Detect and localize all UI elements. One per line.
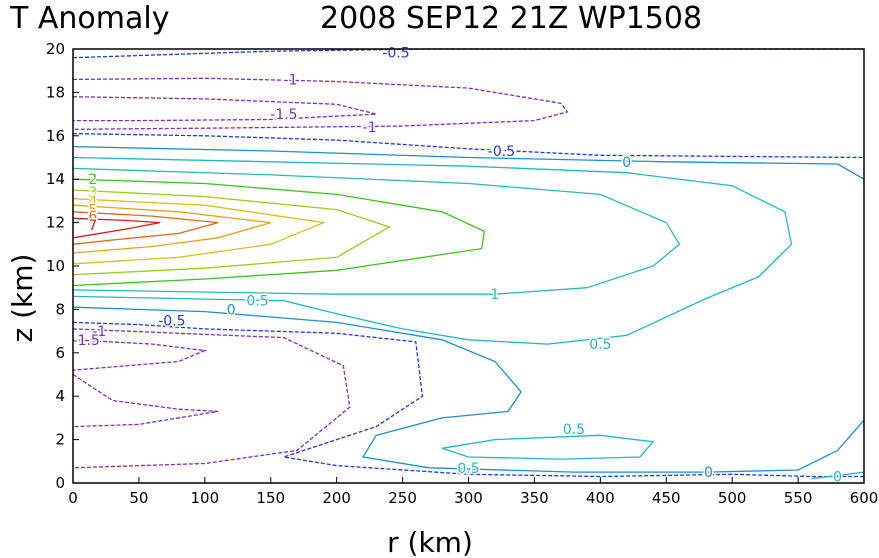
y-tick-label: 12 [46, 214, 65, 232]
y-tick-label: 0 [55, 474, 65, 492]
x-tick-label: 600 [850, 489, 879, 507]
y-tick-label: 10 [46, 257, 65, 275]
contour-line-4 [72, 198, 326, 265]
contour-label: 7 [88, 218, 97, 234]
plot-frame [72, 48, 865, 484]
contour-line-neg1 [72, 328, 351, 469]
contour-label: 0.5 [589, 337, 611, 353]
x-tick-label: 550 [784, 489, 813, 507]
contour-line-5 [72, 204, 271, 254]
y-tick-label: 18 [46, 83, 65, 101]
contour-label: 0.5 [457, 461, 479, 477]
x-tick-label: 300 [454, 489, 483, 507]
contour-line-neg0p5 [72, 48, 864, 59]
contour-line-0p5 [72, 156, 793, 345]
contour-label: 3 [88, 185, 97, 201]
contour-lines [72, 48, 865, 480]
x-axis-ticks: 0 50 100 150 200 250 300 350 400 450 500 550 600 [68, 477, 878, 507]
y-tick-label: 14 [46, 170, 65, 188]
x-tick-label: 0 [68, 489, 78, 507]
x-tick-label: 350 [520, 489, 549, 507]
contour-label: -0.5 [488, 144, 515, 160]
contour-line-0 [72, 145, 865, 180]
contour-label: 6 [88, 209, 97, 225]
contour-line-neg1 [72, 77, 569, 130]
contour-line-0 [72, 306, 865, 473]
contour-line-1 [72, 167, 681, 295]
contour-label: 0 [833, 469, 842, 485]
contour-label: 1 [490, 287, 499, 303]
contour-line-0p5 [441, 434, 655, 460]
x-tick-label: 500 [718, 489, 747, 507]
contour-label: 4 [88, 194, 97, 210]
y-axis-ticks: 0 2 4 6 8 10 12 14 16 18 20 [46, 40, 79, 492]
contour-label: 0 [704, 465, 713, 481]
contour-label: 0 [227, 302, 236, 318]
x-tick-label: 400 [586, 489, 615, 507]
y-tick-label: 4 [55, 387, 65, 405]
x-tick-label: 250 [388, 489, 417, 507]
y-tick-label: 16 [46, 127, 65, 145]
contour-line-neg0p5 [72, 321, 864, 478]
x-axis-label: r (km) [387, 526, 473, 558]
x-tick-label: 50 [129, 489, 148, 507]
contour-line-0 [811, 471, 865, 480]
contour-label: 2 [88, 172, 97, 188]
contour-label: 0 [622, 155, 631, 171]
contour-line-3 [72, 189, 391, 276]
contour-line-neg1p5 [72, 96, 377, 122]
contour-label: -1 [363, 120, 377, 136]
contour-label: 5 [88, 203, 97, 219]
x-tick-label: 100 [191, 489, 220, 507]
contour-label: -0.5 [158, 313, 185, 329]
contour-label: -1.5 [73, 333, 100, 349]
y-tick-label: 6 [55, 344, 65, 362]
chart-title-right: 2008 SEP12 21Z WP1508 [320, 1, 702, 36]
contour-label: -1 [92, 324, 106, 340]
contour-line-neg0p5 [72, 132, 865, 159]
contour-line-2 [72, 178, 486, 287]
contour-line-neg1p5 [72, 339, 208, 371]
contour-label: -0.5 [382, 45, 409, 61]
contour-label: -1.5 [270, 107, 297, 123]
contour-label: 0.5 [563, 422, 585, 438]
y-tick-label: 20 [46, 40, 65, 58]
x-tick-label: 200 [322, 489, 351, 507]
y-axis-label: z (km) [6, 254, 39, 343]
x-tick-label: 150 [256, 489, 285, 507]
contour-line-7 [72, 217, 161, 239]
chart-title-left: T Anomaly [9, 1, 169, 36]
y-tick-label: 2 [55, 431, 65, 449]
contour-line-6 [72, 211, 219, 245]
x-tick-label: 450 [652, 489, 681, 507]
contour-label: -1 [284, 72, 298, 88]
y-tick-label: 8 [55, 300, 65, 318]
contour-line-neg1p5 [72, 373, 219, 428]
contour-label: 0.5 [246, 294, 268, 310]
